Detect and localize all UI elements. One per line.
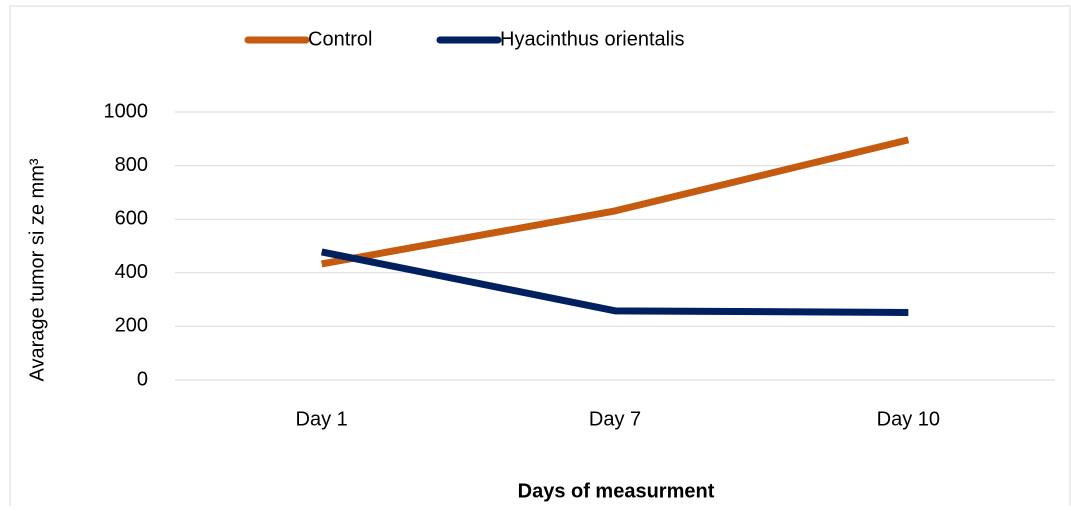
y-tick-label: 600 <box>115 207 148 229</box>
x-axis-label: Days of measurment <box>518 480 715 502</box>
y-axis-label: Avarage tumor si ze mm³ <box>26 158 48 381</box>
y-tick-label: 0 <box>137 368 148 390</box>
y-tick-label: 1000 <box>104 100 149 122</box>
y-tick-label: 800 <box>115 154 148 176</box>
x-tick-label: Day 10 <box>877 408 940 430</box>
series-line <box>320 248 909 316</box>
x-tick-label: Day 1 <box>296 408 348 430</box>
chart-border <box>9 5 1071 511</box>
series-line <box>321 136 910 268</box>
y-tick-label: 200 <box>115 315 148 337</box>
y-tick-label: 400 <box>115 261 148 283</box>
x-tick-label: Day 7 <box>589 408 641 430</box>
legend-label: Control <box>308 28 372 50</box>
legend-label: Hyacinthus orientalis <box>500 28 685 50</box>
